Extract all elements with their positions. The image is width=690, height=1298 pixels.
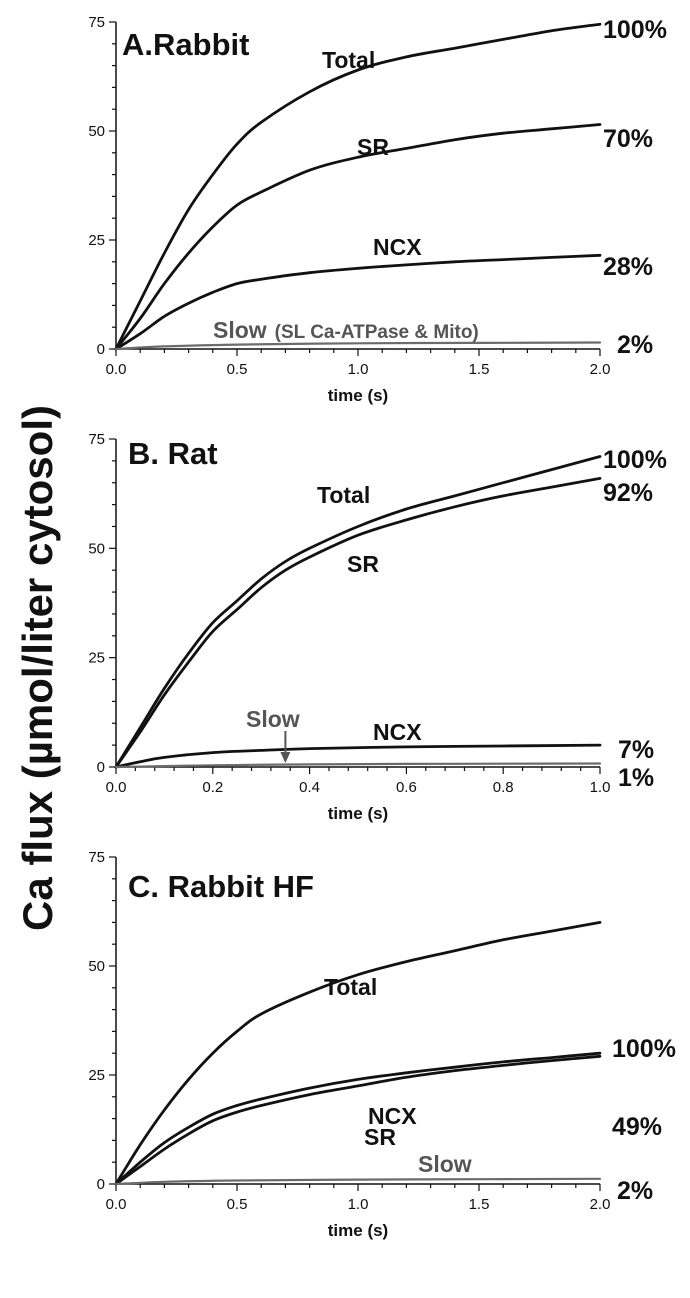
x-tick-label: 0.5 bbox=[227, 1196, 248, 1213]
series-label-slow: Slow bbox=[246, 706, 300, 732]
y-tick-label: 0 bbox=[97, 341, 105, 358]
series-label-sr: SR bbox=[364, 1124, 396, 1150]
y-axis-title: Ca flux (µmol/liter cytosol) bbox=[14, 405, 61, 931]
x-tick-label: 1.0 bbox=[348, 1196, 369, 1213]
series-name: SR bbox=[364, 1124, 396, 1150]
y-tick-label: 75 bbox=[88, 431, 105, 448]
x-tick-label: 1.0 bbox=[590, 779, 611, 796]
series-line-ncx bbox=[114, 1051, 602, 1186]
y-tick-label: 0 bbox=[97, 1176, 105, 1193]
y-tick-label: 75 bbox=[88, 14, 105, 31]
series-label-ncx: NCX bbox=[373, 719, 422, 745]
x-axis-title: time (s) bbox=[328, 804, 388, 823]
series-name: NCX bbox=[368, 1103, 417, 1129]
end-percent-label: 28% bbox=[603, 253, 653, 281]
series-line-slow bbox=[114, 341, 602, 351]
end-percent-label: 70% bbox=[603, 125, 653, 153]
panels: 0 25 50 75 0.0 0.5 1.0 1.5 2.0 time (s) A.Rabbit To… bbox=[88, 14, 676, 1240]
x-axis-title: time (s) bbox=[328, 1221, 388, 1240]
series-label-total: Total bbox=[324, 974, 377, 1000]
y-tick-label: 50 bbox=[88, 540, 105, 557]
series-line-slow bbox=[114, 762, 602, 769]
y-tick-label: 25 bbox=[88, 232, 105, 249]
series-label-total: Total bbox=[322, 47, 375, 73]
series-name: Total bbox=[317, 482, 370, 508]
panel-title: B. Rat bbox=[128, 436, 218, 471]
x-tick-label: 1.0 bbox=[348, 361, 369, 378]
x-axis-title: time (s) bbox=[328, 386, 388, 405]
end-percent-label: 100% bbox=[603, 446, 667, 474]
panel-title: C. Rabbit HF bbox=[128, 869, 314, 904]
chart-panel-2: 0 25 50 75 0.0 0.2 0.4 0.6 0.8 1.0 time (s) B. Rat T… bbox=[88, 431, 667, 823]
series-name: Total bbox=[322, 47, 375, 73]
x-tick-label: 1.5 bbox=[469, 361, 490, 378]
x-tick-label: 0.4 bbox=[299, 779, 320, 796]
series-label-sr: SR bbox=[357, 134, 389, 160]
x-tick-label: 2.0 bbox=[590, 361, 611, 378]
series-label-total: Total bbox=[317, 482, 370, 508]
series-name: NCX bbox=[373, 234, 422, 260]
series-name: NCX bbox=[373, 719, 422, 745]
y-tick-label: 25 bbox=[88, 650, 105, 667]
y-tick-label: 50 bbox=[88, 123, 105, 140]
series-line-sr bbox=[114, 1054, 602, 1186]
series-name: Total bbox=[324, 974, 377, 1000]
end-percent-label: 2% bbox=[617, 331, 653, 359]
end-percent-label: 100% bbox=[603, 16, 667, 44]
series-line-ncx bbox=[114, 253, 602, 351]
x-tick-label: 0.8 bbox=[493, 779, 514, 796]
end-percent-label: 7% bbox=[618, 736, 654, 764]
slow-pointer-arrow bbox=[280, 731, 291, 763]
chart-panel-3: 0 25 50 75 0.0 0.5 1.0 1.5 2.0 time (s) C. Rabbit … bbox=[88, 849, 676, 1240]
x-tick-label: 0.6 bbox=[396, 779, 417, 796]
series-name: SR bbox=[357, 134, 389, 160]
x-tick-label: 0.0 bbox=[106, 1196, 127, 1213]
series-name: Slow bbox=[246, 706, 300, 732]
end-percent-label: 1% bbox=[618, 764, 654, 792]
series-label-slow: Slow bbox=[418, 1151, 472, 1177]
end-percent-label: 49% bbox=[612, 1113, 662, 1141]
end-percent-label: 100% bbox=[612, 1035, 676, 1063]
series-label-ncx: NCX bbox=[373, 234, 422, 260]
series-label-ncx: NCX bbox=[368, 1103, 417, 1129]
y-tick-label: 25 bbox=[88, 1067, 105, 1084]
series-line-sr bbox=[114, 477, 602, 769]
series-line-sr bbox=[114, 123, 602, 351]
x-tick-label: 1.5 bbox=[469, 1196, 490, 1213]
series-line-slow bbox=[114, 1177, 602, 1186]
series-line-total bbox=[114, 455, 602, 769]
chart-panel-1: 0 25 50 75 0.0 0.5 1.0 1.5 2.0 time (s) A.Rabbit To… bbox=[88, 14, 667, 405]
y-tick-label: 0 bbox=[97, 759, 105, 776]
series-line-total bbox=[114, 921, 602, 1186]
x-tick-label: 2.0 bbox=[590, 1196, 611, 1213]
y-tick-label: 50 bbox=[88, 958, 105, 975]
series-line-total bbox=[114, 22, 602, 351]
panel-title: A.Rabbit bbox=[122, 27, 249, 62]
arrow-head bbox=[280, 752, 291, 763]
series-label-sr: SR bbox=[347, 551, 379, 577]
series-name: SR bbox=[347, 551, 379, 577]
series-name: Slow bbox=[213, 317, 267, 343]
x-tick-label: 0.2 bbox=[202, 779, 223, 796]
x-tick-label: 0.5 bbox=[227, 361, 248, 378]
series-line-ncx bbox=[114, 743, 602, 769]
x-tick-label: 0.0 bbox=[106, 779, 127, 796]
end-percent-label: 2% bbox=[617, 1177, 653, 1205]
series-name: Slow bbox=[418, 1151, 472, 1177]
series-label-slow: Slow (SL Ca-ATPase & Mito) bbox=[213, 317, 479, 343]
y-tick-label: 75 bbox=[88, 849, 105, 866]
x-tick-label: 0.0 bbox=[106, 361, 127, 378]
end-percent-label: 92% bbox=[603, 479, 653, 507]
series-name-extra: (SL Ca-ATPase & Mito) bbox=[275, 322, 479, 343]
